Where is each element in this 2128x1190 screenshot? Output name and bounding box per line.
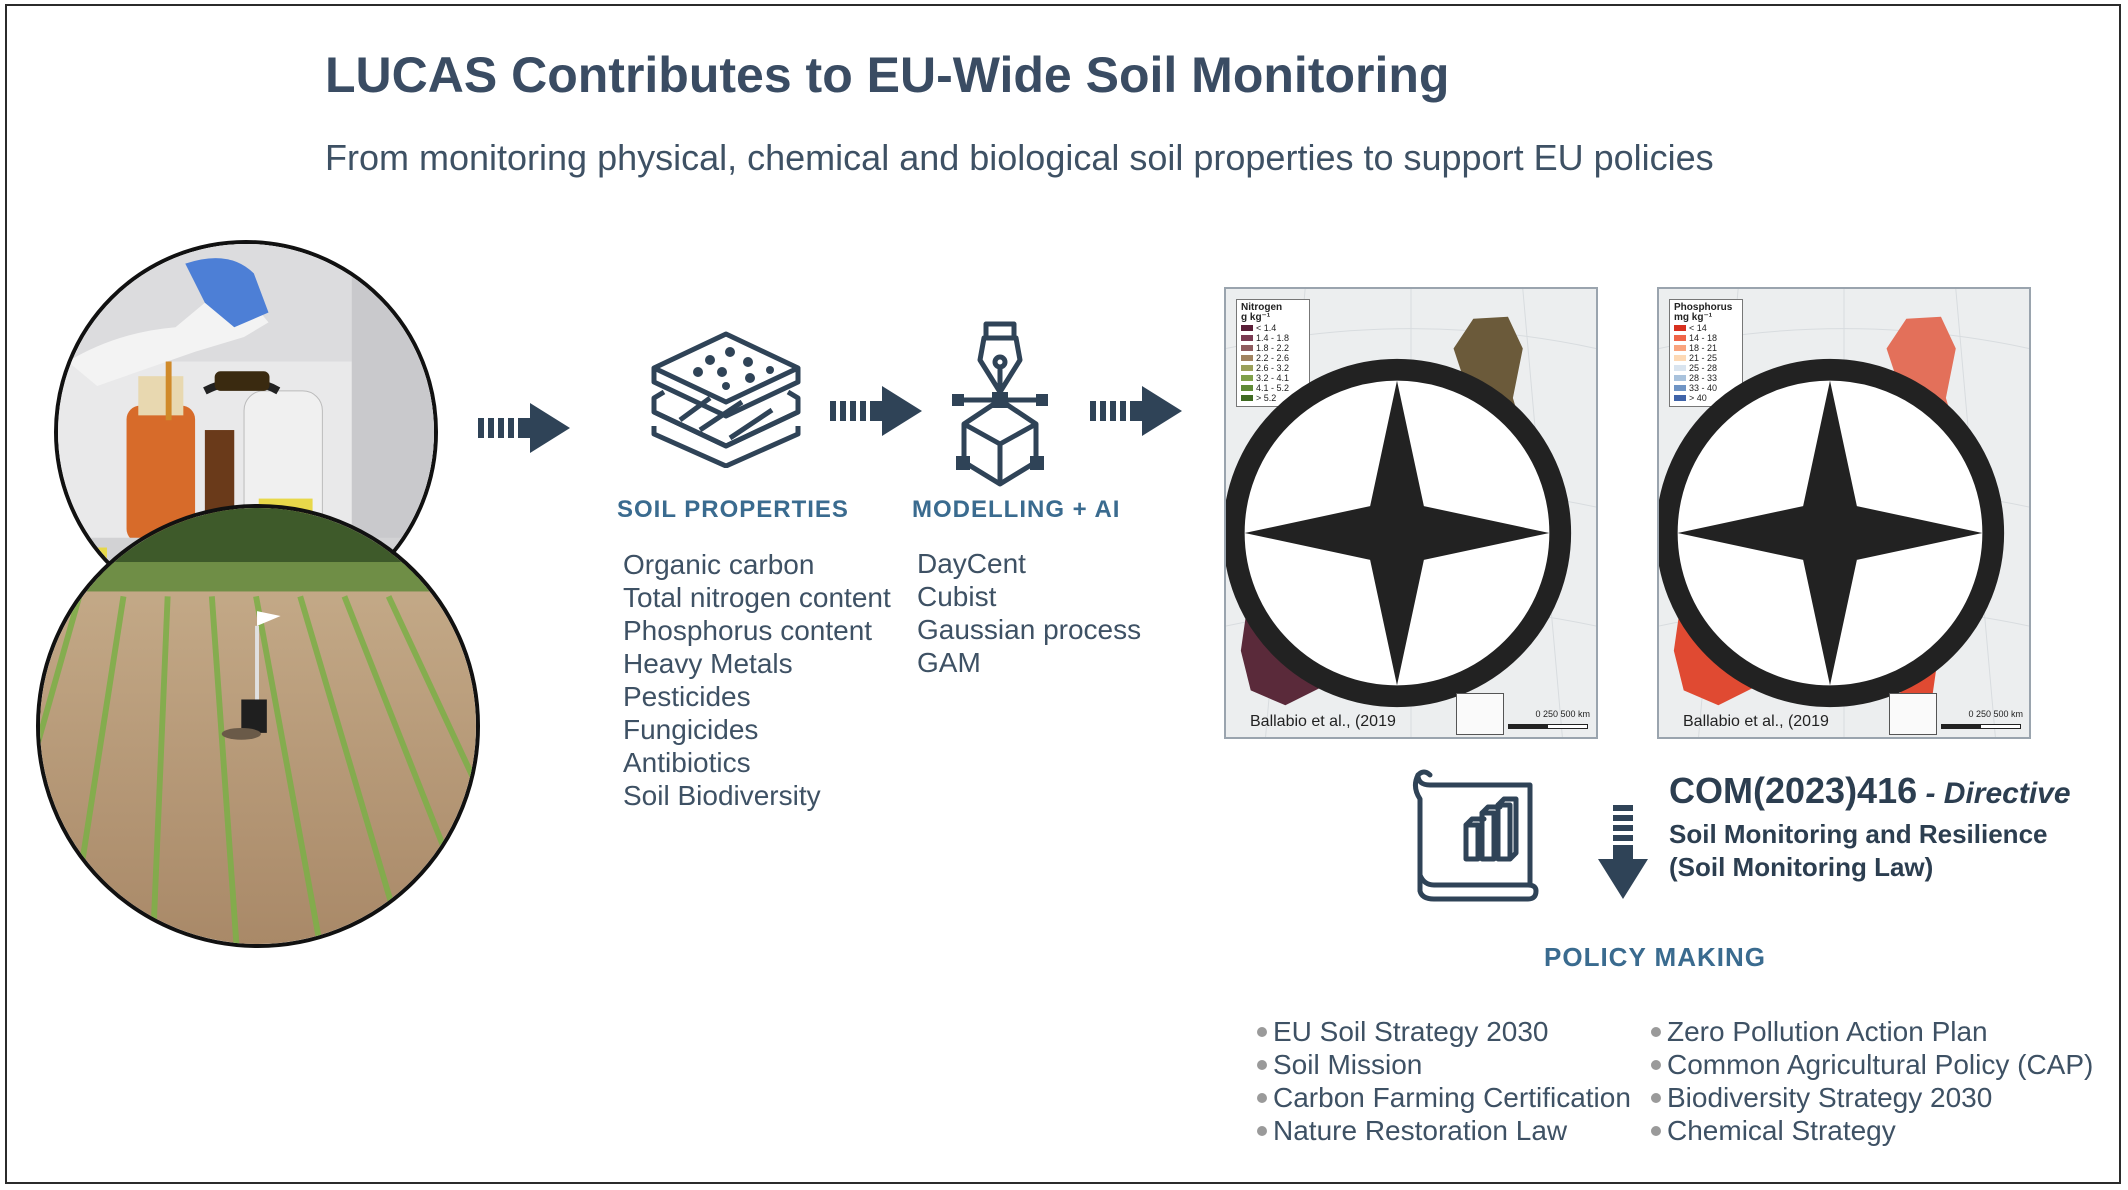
soil-properties-label: SOIL PROPERTIES — [617, 496, 849, 523]
map-credit: Ballabio et al., (2019 — [1683, 713, 1829, 730]
soil-properties-list: Organic carbon Total nitrogen content Ph… — [623, 548, 891, 812]
scale-bar — [1508, 724, 1588, 729]
bullet-icon — [1651, 1026, 1661, 1037]
legend-unit: g kg⁻¹ — [1241, 312, 1271, 323]
legend-class: 25 - 28 — [1689, 363, 1718, 373]
legend-class: 28 - 33 — [1689, 373, 1718, 383]
soil-layers-icon — [651, 331, 801, 468]
list-item: Soil Biodiversity — [623, 780, 821, 811]
bullet-icon — [1651, 1092, 1661, 1103]
directive-title: COM(2023)416 - Directive — [1669, 770, 2071, 812]
nitrogen-map: Nitrogen g kg⁻¹ < 1.4 1.4 - 1.8 1.8 - 2.… — [1224, 287, 1598, 739]
directive-line-2: (Soil Monitoring Law) — [1669, 852, 1934, 882]
legend-class: > 5.2 — [1256, 393, 1277, 403]
legend-title: Phosphorus — [1674, 302, 1733, 313]
north-arrow-icon — [1659, 358, 2005, 708]
page-title: LUCAS Contributes to EU-Wide Soil Monito… — [325, 47, 1450, 103]
list-item: Soil Mission — [1257, 1048, 1631, 1081]
scale-label: 0 250 500 km — [1535, 709, 1590, 719]
policy-making-label: POLICY MAKING — [1544, 942, 1766, 972]
list-item: Pesticides — [623, 681, 751, 712]
down-arrow — [1598, 805, 1648, 899]
directive-code: COM(2023)416 — [1669, 770, 1918, 811]
map-credit: Ballabio et al., (2019 — [1250, 713, 1396, 730]
flow-arrow-2 — [830, 386, 922, 436]
bullet-icon — [1651, 1125, 1661, 1136]
inset-map — [1889, 693, 1937, 735]
legend-title: Nitrogen — [1241, 302, 1283, 313]
directive-line-1: Soil Monitoring and Resilience — [1669, 819, 2048, 849]
list-item: Phosphorus content — [623, 615, 873, 646]
map-legend: Phosphorus mg kg⁻¹ < 14 14 - 18 18 - 21 … — [1669, 299, 1743, 407]
list-item: EU Soil Strategy 2030 — [1257, 1015, 1631, 1048]
list-item: Carbon Farming Certification — [1257, 1081, 1631, 1114]
page-subtitle: From monitoring physical, chemical and b… — [325, 137, 1714, 178]
legend-class: < 14 — [1689, 323, 1707, 333]
policy-list-left: EU Soil Strategy 2030 Soil Mission Carbo… — [1257, 1015, 1631, 1147]
legend-class: 1.4 - 1.8 — [1256, 333, 1290, 343]
policy-document-icon — [1412, 769, 1539, 902]
field-photo — [36, 504, 480, 948]
list-item: Cubist — [917, 581, 997, 612]
policy-list-right: Zero Pollution Action Plan Common Agricu… — [1651, 1015, 2093, 1147]
list-item: DayCent — [917, 548, 1026, 579]
legend-class: 2.2 - 2.6 — [1256, 353, 1290, 363]
inset-map — [1456, 693, 1504, 735]
legend-class: 33 - 40 — [1689, 383, 1718, 393]
legend-class: 2.6 - 3.2 — [1256, 363, 1290, 373]
bullet-icon — [1651, 1059, 1661, 1070]
figure-frame — [5, 4, 2121, 1184]
bullet-icon — [1257, 1026, 1267, 1037]
list-item: Organic carbon — [623, 549, 815, 580]
scale-bar — [1941, 724, 2021, 729]
list-item: Gaussian process — [917, 614, 1142, 645]
bullet-icon — [1257, 1125, 1267, 1136]
legend-class: 4.1 - 5.2 — [1256, 383, 1290, 393]
modelling-pen-tool-icon — [952, 321, 1048, 487]
list-item: Chemical Strategy — [1651, 1114, 2093, 1147]
list-item: Common Agricultural Policy (CAP) — [1651, 1048, 2093, 1081]
map-legend: Nitrogen g kg⁻¹ < 1.4 1.4 - 1.8 1.8 - 2.… — [1236, 299, 1310, 407]
phosphorus-map: Phosphorus mg kg⁻¹ < 14 14 - 18 18 - 21 … — [1657, 287, 2031, 739]
list-item: Antibiotics — [623, 747, 751, 778]
modelling-label: MODELLING + AI — [912, 496, 1121, 523]
legend-class: 3.2 - 4.1 — [1256, 373, 1290, 383]
list-item: Biodiversity Strategy 2030 — [1651, 1081, 2093, 1114]
directive-suffix: - Directive — [1917, 777, 2071, 810]
legend-unit: mg kg⁻¹ — [1674, 312, 1713, 323]
modelling-list: DayCent Cubist Gaussian process GAM — [917, 547, 1141, 679]
list-item: Fungicides — [623, 714, 759, 745]
legend-class: 1.8 - 2.2 — [1256, 343, 1290, 353]
list-item: Nature Restoration Law — [1257, 1114, 1631, 1147]
flow-arrow-3 — [1090, 386, 1182, 436]
legend-class: 21 - 25 — [1689, 353, 1718, 363]
flow-arrow-1 — [478, 403, 570, 453]
list-item: Total nitrogen content — [623, 582, 891, 613]
legend-class: 18 - 21 — [1689, 343, 1718, 353]
list-item: GAM — [917, 647, 981, 678]
legend-class: 14 - 18 — [1689, 333, 1718, 343]
legend-class: > 40 — [1689, 393, 1707, 403]
bullet-icon — [1257, 1059, 1267, 1070]
north-arrow-icon — [1226, 358, 1572, 708]
scale-label: 0 250 500 km — [1968, 709, 2023, 719]
list-item: Heavy Metals — [623, 648, 793, 679]
bullet-icon — [1257, 1092, 1267, 1103]
legend-class: < 1.4 — [1256, 323, 1277, 333]
list-item: Zero Pollution Action Plan — [1651, 1015, 2093, 1048]
